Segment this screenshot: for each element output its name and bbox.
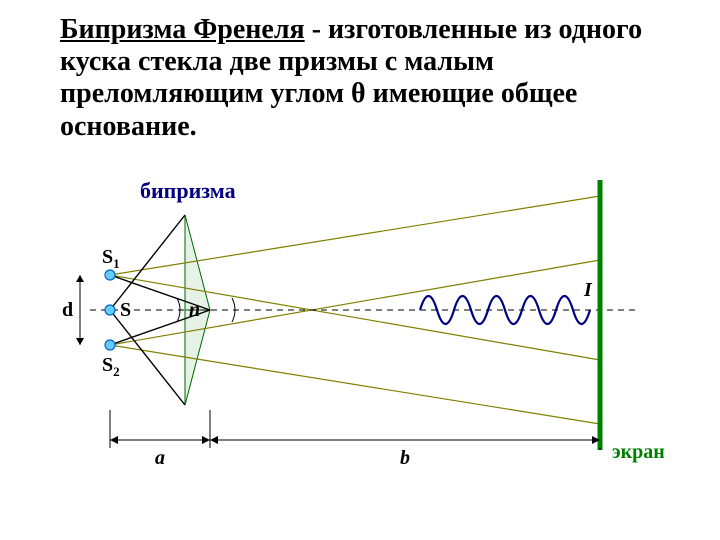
svg-text:бипризма: бипризма — [140, 178, 236, 203]
svg-text:a: a — [155, 447, 165, 469]
svg-text:S2: S2 — [102, 354, 120, 379]
biprism-diagram: бипризма экран S1 S2 Sd n Ia b — [0, 160, 720, 520]
svg-text:d: d — [62, 299, 73, 321]
svg-text:I: I — [583, 279, 593, 301]
title-underlined: Бипризма Френеля — [60, 14, 305, 45]
svg-text:экран: экран — [612, 441, 665, 463]
svg-text:S1: S1 — [102, 246, 120, 271]
svg-text:n: n — [189, 299, 200, 321]
svg-text:b: b — [400, 447, 410, 469]
svg-text:S: S — [120, 299, 131, 321]
